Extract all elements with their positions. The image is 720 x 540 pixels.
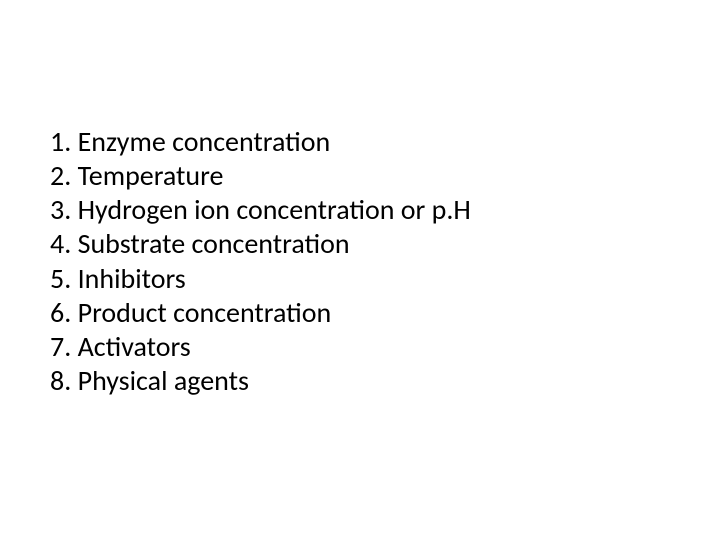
list-item-number: 6. (50, 295, 71, 330)
list-item: 7. Activators (50, 330, 670, 364)
slide-container: 1. Enzyme concentration 2. Temperature 3… (0, 0, 720, 540)
list-item-text: Physical agents (78, 363, 249, 398)
list-item-text: Enzyme concentration (78, 124, 331, 159)
list-item-number: 3. (50, 192, 71, 227)
list-item: 2. Temperature (50, 159, 670, 193)
list-item-number: 1. (50, 124, 71, 159)
list-item-number: 2. (50, 158, 71, 193)
list-item-number: 8. (50, 363, 71, 398)
list-item: 6. Product concentration (50, 296, 670, 330)
list-item-number: 4. (50, 226, 71, 261)
list-item-number: 7. (50, 329, 71, 364)
list-item-text: Substrate concentration (78, 226, 350, 261)
list-item-text: Product concentration (78, 295, 332, 330)
list-item-text: Hydrogen ion concentration or p.H (78, 192, 471, 227)
list-item: 4. Substrate concentration (50, 227, 670, 261)
list-item: 5. Inhibitors (50, 262, 670, 296)
list-item: 8. Physical agents (50, 364, 670, 398)
list-item: 1. Enzyme concentration (50, 125, 670, 159)
list-item-text: Temperature (78, 158, 224, 193)
list-item-number: 5. (50, 261, 71, 296)
list-item-text: Activators (78, 329, 191, 364)
list-item: 3. Hydrogen ion concentration or p.H (50, 193, 670, 227)
numbered-list: 1. Enzyme concentration 2. Temperature 3… (50, 125, 670, 398)
list-item-text: Inhibitors (78, 261, 186, 296)
